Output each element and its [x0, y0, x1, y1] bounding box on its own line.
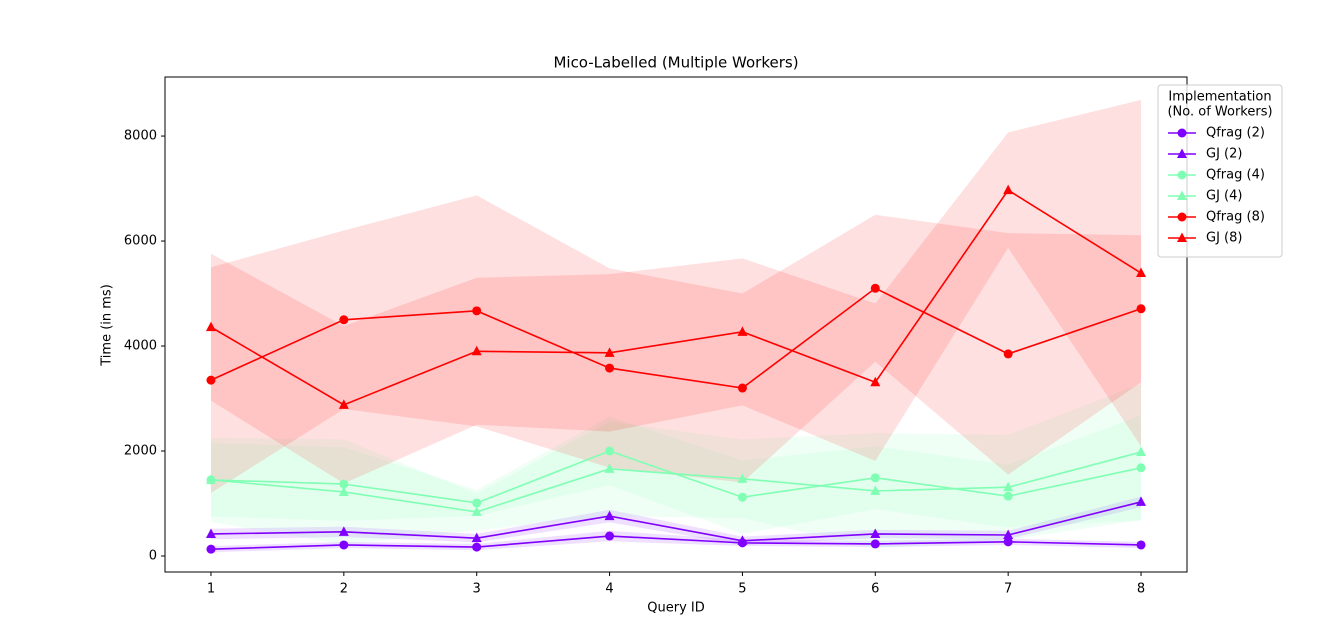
data-point — [605, 446, 615, 456]
legend-box — [1157, 84, 1283, 258]
y-tick-label: 0 — [149, 548, 157, 563]
data-point — [471, 532, 482, 543]
error-band — [210, 195, 1142, 493]
data-point — [737, 492, 747, 502]
legend-label: GJ (4) — [1206, 189, 1242, 204]
error-band — [210, 99, 1142, 484]
series-line — [210, 287, 1142, 389]
data-point — [338, 526, 349, 536]
y-tick-label: 6000 — [124, 234, 157, 249]
series-line — [210, 501, 1142, 542]
data-point — [205, 474, 216, 484]
series-line — [210, 189, 1142, 406]
x-tick-label: 5 — [738, 582, 746, 597]
x-tick-label: 1 — [207, 582, 215, 597]
series-line — [210, 451, 1142, 513]
x-tick-label: 7 — [1004, 582, 1012, 597]
data-point — [737, 326, 748, 336]
data-point — [339, 540, 349, 550]
legend-marker — [1177, 212, 1187, 222]
data-point — [1003, 529, 1014, 539]
data-point — [338, 486, 349, 496]
data-point — [206, 375, 216, 385]
data-point — [870, 539, 880, 549]
x-tick-label: 2 — [340, 582, 348, 597]
data-point — [471, 345, 482, 356]
data-point — [1136, 304, 1146, 314]
data-point — [737, 473, 748, 483]
legend-label: Qfrag (2) — [1206, 126, 1265, 141]
legend-marker — [1177, 232, 1187, 242]
legend-title: Implementation — [1168, 90, 1271, 105]
y-tick-label: 4000 — [124, 339, 157, 354]
y-axis-label: Time (in ms) — [100, 284, 115, 367]
data-point — [605, 363, 615, 373]
data-point — [339, 479, 349, 489]
x-tick-label: 6 — [871, 582, 879, 597]
data-point — [472, 542, 482, 552]
data-point — [206, 544, 216, 554]
data-point — [1003, 184, 1014, 195]
y-tick-label: 8000 — [124, 129, 157, 144]
y-tick-label: 2000 — [124, 444, 157, 459]
legend-label: Qfrag (4) — [1206, 168, 1265, 183]
legend: Implementation(No. of Workers) Qfrag (2) G… — [1157, 84, 1283, 258]
x-tick-label: 3 — [473, 582, 481, 597]
x-axis-label: Query ID — [647, 601, 704, 616]
data-point — [472, 306, 482, 316]
data-point — [338, 399, 349, 409]
data-point — [1003, 349, 1013, 359]
data-point — [604, 463, 615, 473]
data-point — [1003, 537, 1013, 547]
data-point — [205, 321, 216, 332]
legend-label: Qfrag (8) — [1206, 210, 1265, 225]
data-point — [737, 383, 747, 393]
data-point — [1003, 481, 1014, 492]
legend-marker — [1177, 148, 1187, 158]
legend-title: (No. of Workers) — [1167, 105, 1272, 120]
error-band — [210, 496, 1142, 545]
plot-frame — [164, 76, 1188, 573]
legend-marker — [1177, 128, 1187, 138]
data-point — [1136, 446, 1147, 457]
data-point — [472, 498, 482, 508]
data-point — [870, 473, 880, 483]
chart-title: Mico-Labelled (Multiple Workers) — [553, 54, 798, 72]
x-tick-label: 8 — [1137, 582, 1145, 597]
data-point — [605, 531, 615, 541]
x-tick-label: 4 — [605, 582, 613, 597]
data-point — [604, 510, 615, 521]
data-point — [604, 347, 615, 357]
legend-label: GJ (2) — [1206, 147, 1242, 162]
data-point — [737, 535, 748, 545]
data-point — [471, 506, 482, 516]
data-point — [1136, 540, 1146, 550]
series-line — [210, 535, 1142, 550]
data-point — [870, 528, 881, 538]
data-point — [1136, 267, 1147, 278]
data-point — [870, 283, 880, 293]
data-point — [339, 315, 349, 325]
legend-marker — [1177, 190, 1187, 200]
data-point — [205, 528, 216, 538]
data-point — [870, 376, 881, 387]
legend-marker — [1177, 170, 1187, 180]
data-point — [1136, 496, 1147, 506]
data-point — [870, 485, 881, 495]
legend-label: GJ (8) — [1206, 231, 1242, 246]
data-point — [1003, 491, 1013, 501]
data-point — [1136, 463, 1146, 473]
